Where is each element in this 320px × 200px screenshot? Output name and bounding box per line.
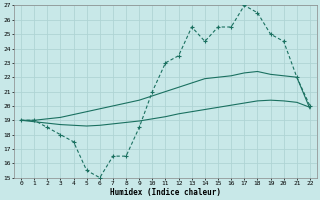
X-axis label: Humidex (Indice chaleur): Humidex (Indice chaleur) (110, 188, 221, 197)
